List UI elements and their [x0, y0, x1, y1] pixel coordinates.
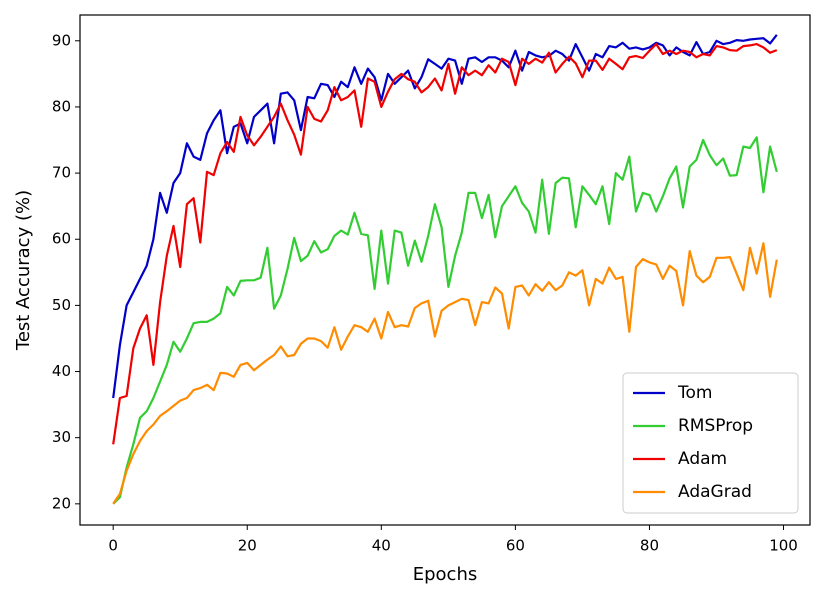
line	[112, 242, 778, 505]
plot-frame	[79, 14, 811, 526]
y-tick-label: 60	[52, 230, 71, 248]
x-tick-label: 20	[238, 537, 257, 555]
y-axis-label: Test Accuracy (%)	[13, 190, 34, 351]
y-tick-label: 70	[52, 164, 71, 182]
line	[112, 43, 778, 445]
legend-label: Tom	[677, 383, 712, 403]
x-axis-label: Epochs	[413, 564, 478, 585]
line	[112, 34, 778, 399]
y-tick-label: 50	[52, 296, 71, 314]
y-tick-label: 80	[52, 97, 71, 115]
y-tick-label: 30	[52, 428, 71, 446]
legend-label: AdaGrad	[678, 482, 752, 502]
y-tick-label: 40	[52, 362, 71, 380]
x-tick-label: 40	[372, 537, 391, 555]
x-tick-label: 80	[640, 537, 659, 555]
x-tick-label: 100	[769, 537, 798, 555]
legend-label: RMSProp	[678, 416, 753, 436]
x-tick-label: 0	[108, 537, 118, 555]
legend-box	[622, 372, 799, 514]
y-tick-label: 20	[52, 494, 71, 512]
line	[112, 136, 778, 505]
x-tick-label: 60	[506, 537, 525, 555]
y-tick-label: 90	[52, 31, 71, 49]
legend-label: Adam	[678, 449, 727, 469]
